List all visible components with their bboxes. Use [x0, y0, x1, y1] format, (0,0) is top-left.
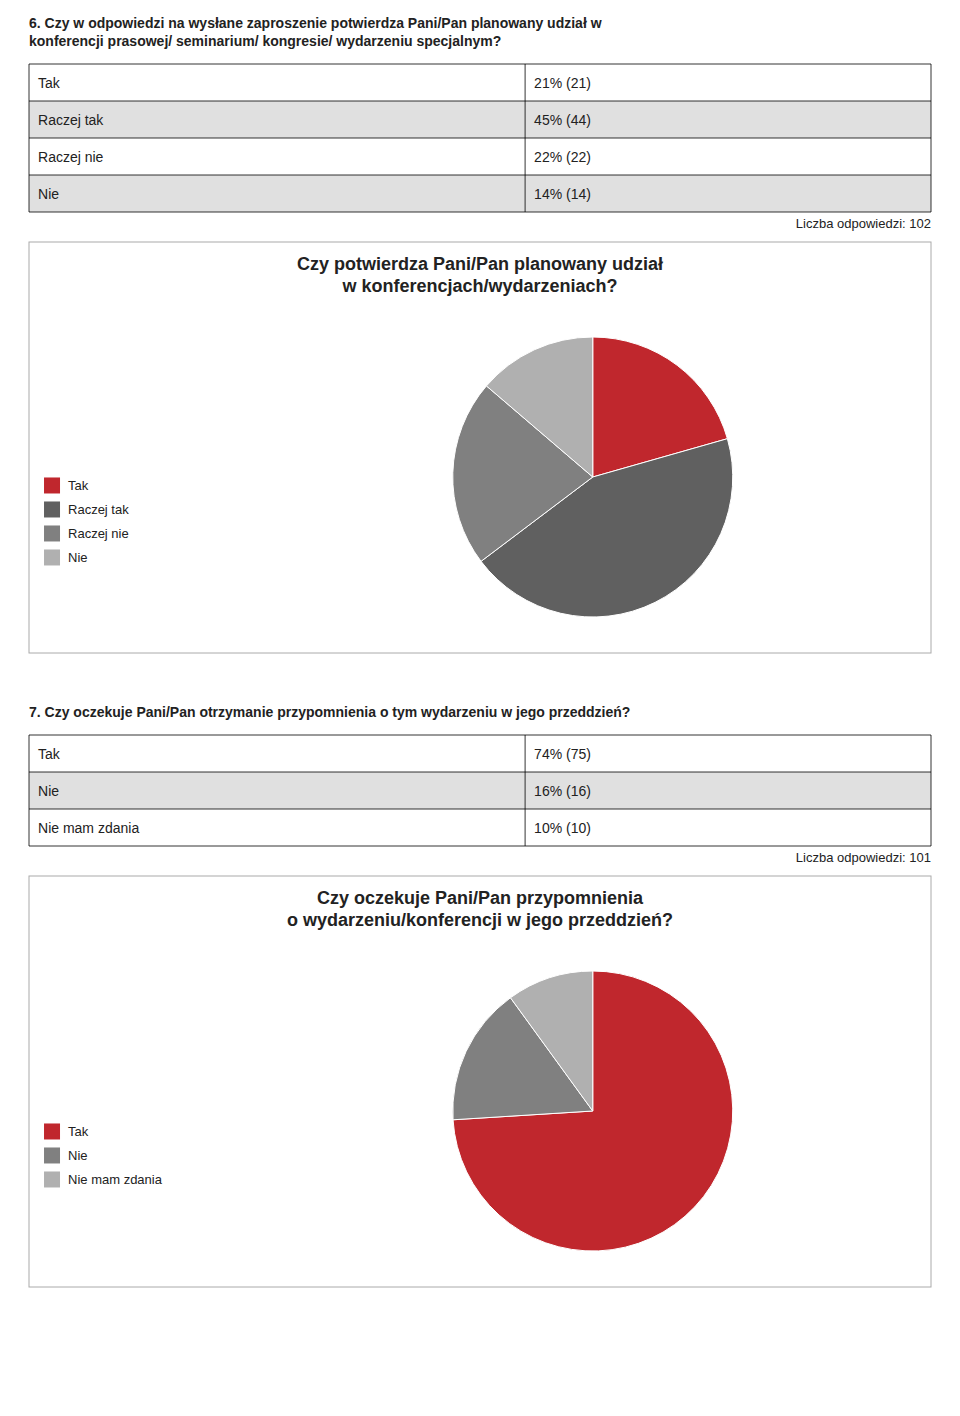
table-border	[931, 64, 932, 212]
pie-title: Czy oczekuje Pani/Pan przypomnieniao wyd…	[287, 888, 673, 930]
table-border	[525, 735, 526, 846]
table-row	[29, 735, 931, 772]
table-border	[29, 64, 931, 65]
table-border	[29, 138, 931, 139]
table-row-label: Nie	[38, 186, 59, 202]
legend: Tak Nie Nie mam zdania	[44, 1123, 163, 1187]
pie-slice	[453, 971, 733, 1251]
table-border	[29, 772, 931, 773]
table-row-value: 16% (16)	[534, 783, 591, 799]
legend-swatch	[44, 549, 60, 565]
table-row-label: Tak	[38, 75, 61, 91]
pie	[453, 971, 733, 1251]
table-border	[29, 64, 30, 212]
pie-slice	[486, 337, 592, 477]
table-row-value: 74% (75)	[534, 746, 591, 762]
pie-slice	[510, 971, 592, 1111]
question-section: 6. Czy w odpowiedzi na wysłane zaproszen…	[29, 15, 931, 231]
question-title: 7. Czy oczekuje Pani/Pan otrzymanie przy…	[29, 704, 630, 720]
question-title: 6. Czy w odpowiedzi na wysłane zaproszen…	[29, 15, 602, 49]
table-row	[29, 138, 931, 175]
table-border	[29, 846, 931, 847]
pie-title: Czy potwierdza Pani/Pan planowany udział…	[297, 254, 663, 296]
table-row	[29, 64, 931, 101]
table-border	[29, 735, 30, 846]
legend-label: Tak	[68, 478, 89, 493]
table-row-label: Raczej nie	[38, 149, 104, 165]
table-border	[525, 64, 526, 212]
pie	[453, 337, 733, 617]
table-row-label: Raczej tak	[38, 112, 104, 128]
table-border	[29, 735, 931, 736]
legend-swatch	[44, 1171, 60, 1187]
table: Tak 21% (21) Raczej tak 45% (44) Raczej nie 2…	[29, 64, 931, 212]
table: Tak 74% (75) Nie 16% (16) Nie mam zdania 10% …	[29, 735, 931, 846]
table-row	[29, 175, 931, 212]
legend-swatch	[44, 477, 60, 493]
pie-frame	[29, 876, 931, 1287]
background	[0, 0, 960, 1416]
legend-swatch	[44, 501, 60, 517]
response-count: Liczba odpowiedzi: 102	[796, 216, 931, 231]
table-row-label: Nie mam zdania	[38, 820, 139, 836]
legend-swatch	[44, 1123, 60, 1139]
table-row	[29, 809, 931, 846]
legend-label: Nie	[68, 1148, 88, 1163]
table-row-label: Tak	[38, 746, 61, 762]
legend-label: Raczej nie	[68, 526, 129, 541]
table-row-value: 14% (14)	[534, 186, 591, 202]
table-border	[931, 735, 932, 846]
pie-box: Czy potwierdza Pani/Pan planowany udział…	[29, 242, 931, 653]
legend-label: Tak	[68, 1124, 89, 1139]
table-border	[29, 212, 931, 213]
pie-box: Czy oczekuje Pani/Pan przypomnieniao wyd…	[29, 876, 931, 1287]
legend-label: Nie mam zdania	[68, 1172, 163, 1187]
question-section: 7. Czy oczekuje Pani/Pan otrzymanie przy…	[29, 704, 931, 865]
table-border	[29, 101, 931, 102]
table-border	[29, 175, 931, 176]
table-row-value: 10% (10)	[534, 820, 591, 836]
pie-frame	[29, 242, 931, 653]
response-count: Liczba odpowiedzi: 101	[796, 850, 931, 865]
page: 6. Czy w odpowiedzi na wysłane zaproszen…	[0, 0, 960, 1416]
table-row	[29, 101, 931, 138]
table-row-value: 21% (21)	[534, 75, 591, 91]
legend: Tak Raczej tak Raczej nie Nie	[44, 477, 129, 565]
legend-swatch	[44, 525, 60, 541]
legend-label: Nie	[68, 550, 88, 565]
table-row-value: 45% (44)	[534, 112, 591, 128]
table-row	[29, 772, 931, 809]
table-row-label: Nie	[38, 783, 59, 799]
table-row-value: 22% (22)	[534, 149, 591, 165]
legend-label: Raczej tak	[68, 502, 129, 517]
legend-swatch	[44, 1147, 60, 1163]
table-border	[29, 809, 931, 810]
